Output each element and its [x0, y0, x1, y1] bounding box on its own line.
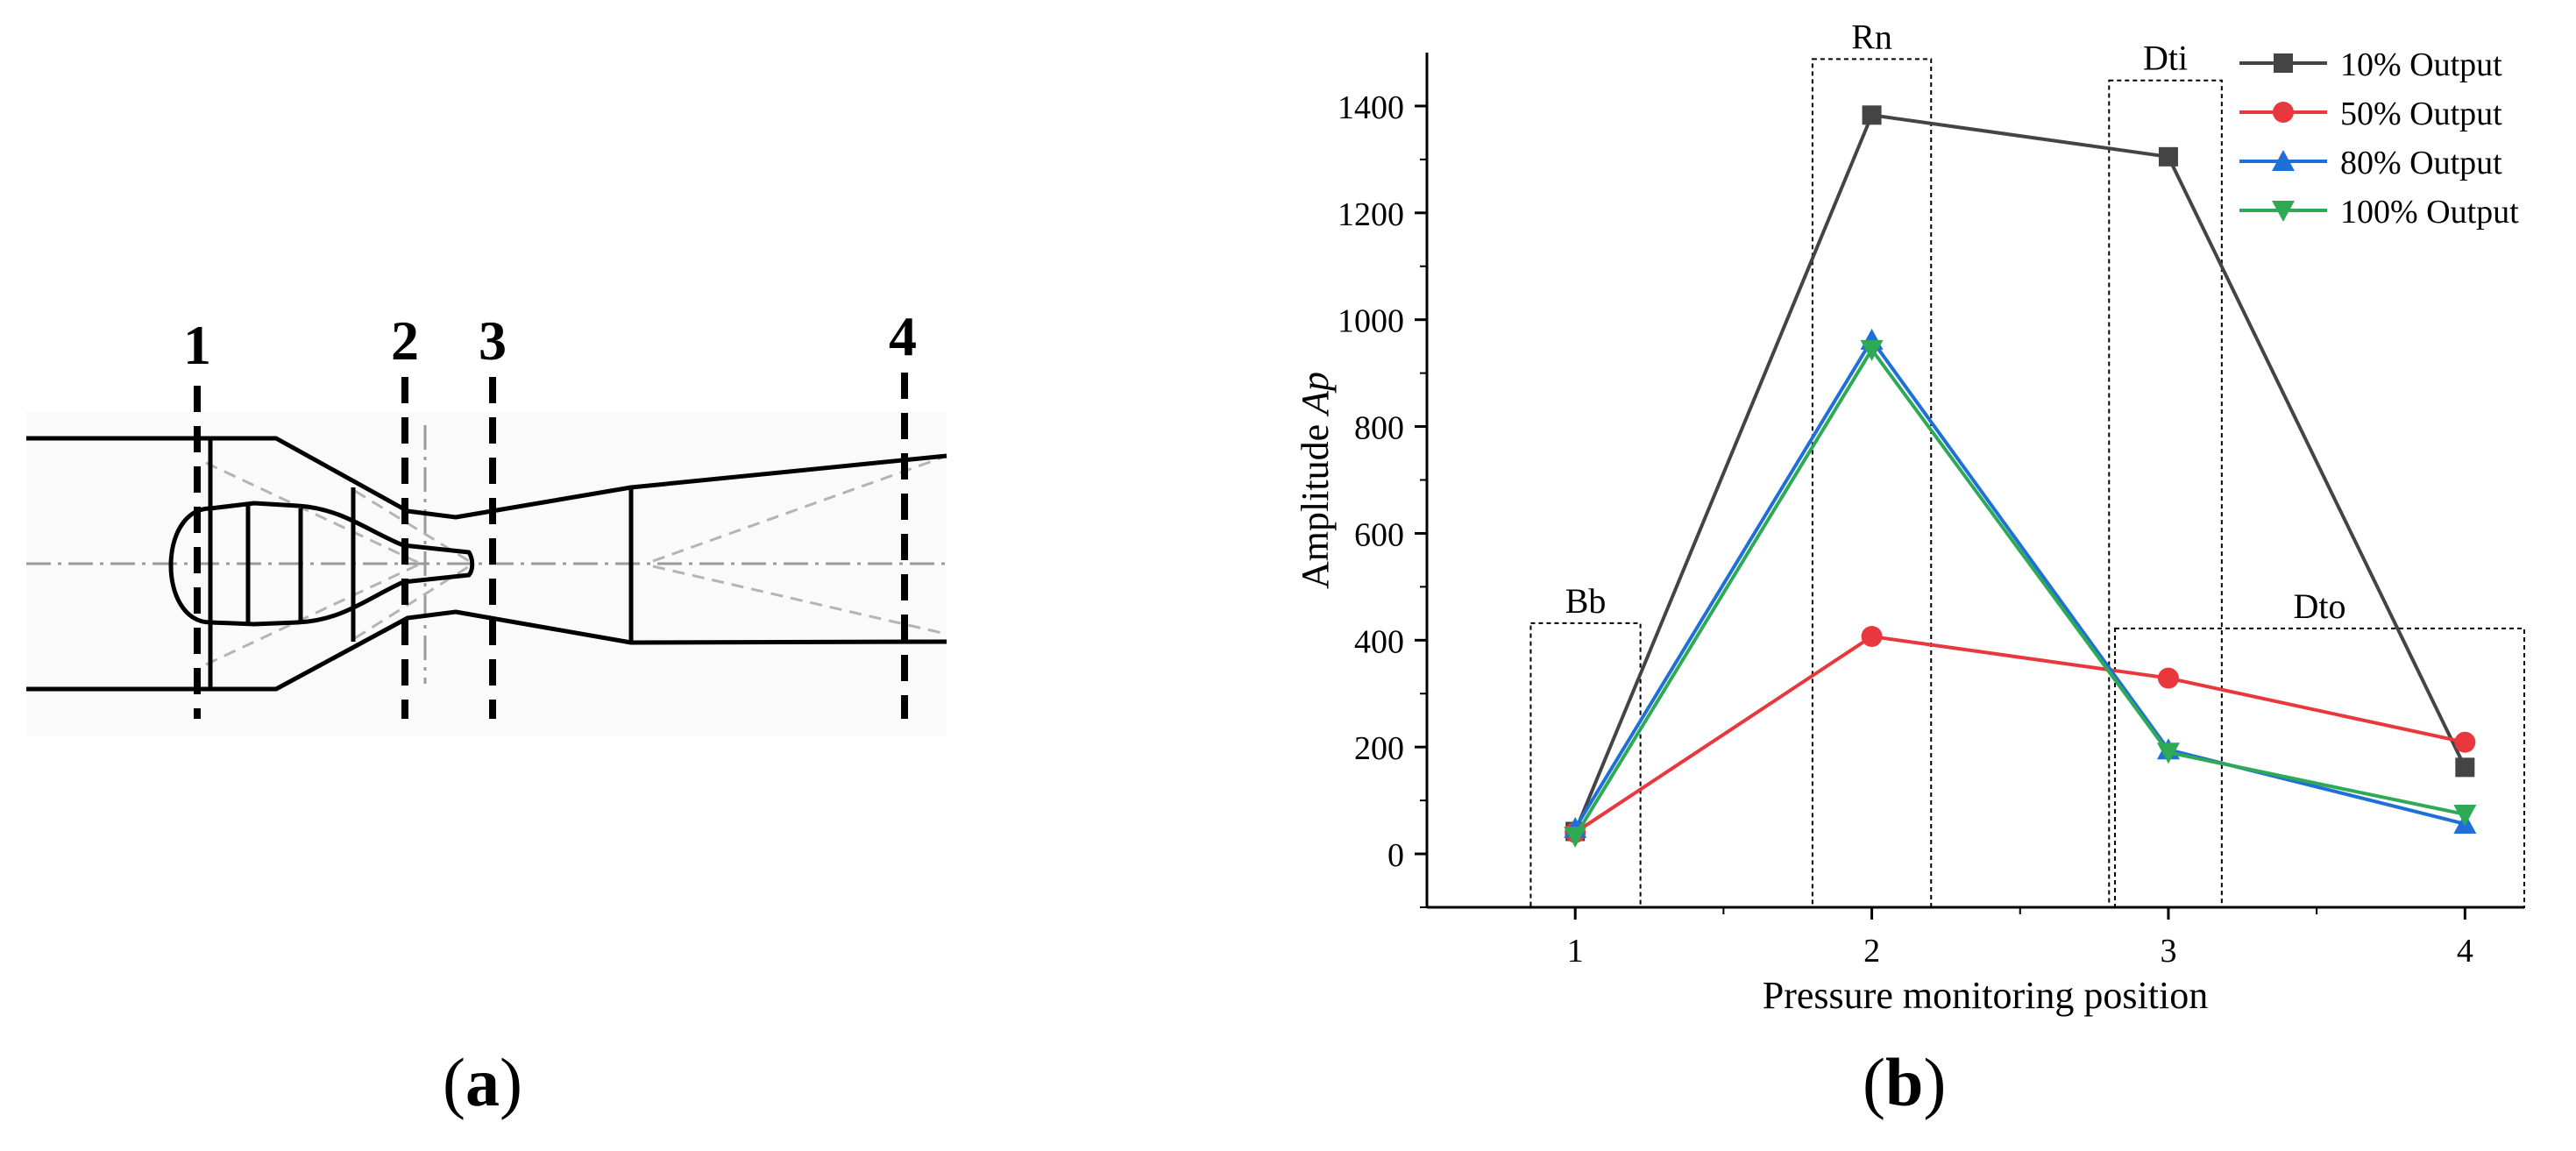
- ejector-schematic: 1 2 3 4: [26, 305, 947, 736]
- panel-label-b: (b): [1863, 1044, 1947, 1120]
- series-line: [1573, 337, 2466, 829]
- series-100-output: [1564, 339, 2477, 848]
- guide-lines: [205, 456, 943, 666]
- legend: 10% Output 50% Output 80% Output 100% Outpu…: [2239, 46, 2519, 231]
- y-tick-label: 800: [1354, 410, 1404, 447]
- legend-item: 100% Output: [2239, 194, 2519, 231]
- y-axis-ticks: 0 200 400 600 800 1000 1200 1400: [1338, 89, 1427, 908]
- legend-label: 10% Output: [2340, 46, 2502, 83]
- region-label: Rn: [1851, 17, 1892, 56]
- y-tick-label: 200: [1354, 730, 1404, 767]
- section-label-3: 3: [479, 309, 507, 372]
- y-tick-label: 0: [1387, 837, 1404, 874]
- series-80-output: [1564, 328, 2477, 838]
- triangle-down-marker: [2156, 742, 2180, 764]
- ejector-body: [26, 436, 947, 692]
- section-lines: [194, 373, 908, 719]
- legend-label: 50% Output: [2340, 96, 2502, 132]
- triangle-down-marker: [1860, 339, 1884, 361]
- square-marker: [2158, 146, 2178, 167]
- region-box: [1529, 622, 1642, 908]
- triangle-down-marker: [2453, 804, 2477, 826]
- x-axis-ticks: 1 2 3 4: [1567, 907, 2473, 970]
- section-labels: 1 2 3 4: [183, 305, 917, 376]
- legend-label: 100% Output: [2340, 194, 2519, 231]
- series-line: [1573, 113, 2467, 833]
- section-label-4: 4: [889, 305, 917, 367]
- y-axis-label: Amplitude Ap: [1294, 372, 1337, 589]
- triangle-up-marker: [2272, 150, 2295, 171]
- series-10-output: [1565, 105, 2475, 842]
- circle-marker: [2157, 667, 2179, 689]
- legend-item: 50% Output: [2239, 96, 2502, 132]
- y-tick-label: 1000: [1338, 303, 1404, 340]
- y-tick-label: 1400: [1338, 89, 1404, 126]
- panel-label-a: (a): [443, 1044, 522, 1120]
- series-line: [1574, 634, 2466, 835]
- circle-marker: [2454, 731, 2476, 753]
- circle-marker: [2273, 102, 2294, 123]
- y-tick-label: 600: [1354, 516, 1404, 553]
- y-axis-label-prefix: Amplitude: [1294, 415, 1337, 589]
- x-tick-label: 2: [1863, 933, 1880, 970]
- legend-label: 80% Output: [2340, 145, 2502, 181]
- x-tick-label: 3: [2160, 933, 2176, 970]
- x-tick-label: 1: [1567, 933, 1584, 970]
- series-50-output: [1565, 626, 2476, 843]
- y-axis-label-symbol: Ap: [1294, 372, 1337, 417]
- legend-item: 80% Output: [2239, 145, 2502, 181]
- square-marker: [2274, 53, 2293, 73]
- region-box: [2108, 79, 2223, 908]
- region-box: [1811, 58, 1933, 908]
- x-axis-label: Pressure monitoring position: [1763, 974, 2208, 1017]
- circle-marker: [1861, 626, 1883, 648]
- x-tick-label: 4: [2457, 933, 2473, 970]
- y-tick-label: 400: [1354, 623, 1404, 660]
- y-tick-label: 1200: [1338, 196, 1404, 233]
- legend-item: 10% Output: [2239, 46, 2502, 83]
- triangle-down-marker: [2272, 201, 2295, 222]
- region-label: Dto: [2294, 586, 2346, 626]
- square-marker: [2455, 757, 2475, 778]
- schematic-background: [26, 412, 947, 736]
- triangle-down-marker: [1564, 826, 1587, 848]
- panel-label-a-letter: a: [465, 1044, 500, 1120]
- region-label: Dti: [2143, 39, 2188, 78]
- amplitude-chart: Bb Rn Dti Dto 0 200 400 600 800 1000 1200 1400 1 2 3…: [1294, 17, 2525, 1017]
- section-label-1: 1: [183, 314, 211, 376]
- series-line: [1573, 346, 2466, 837]
- series-layer: [1564, 105, 2477, 848]
- region-label: Bb: [1565, 581, 1607, 621]
- square-marker: [1862, 105, 1882, 125]
- panel-label-b-letter: b: [1884, 1044, 1924, 1120]
- section-label-2: 2: [391, 309, 419, 372]
